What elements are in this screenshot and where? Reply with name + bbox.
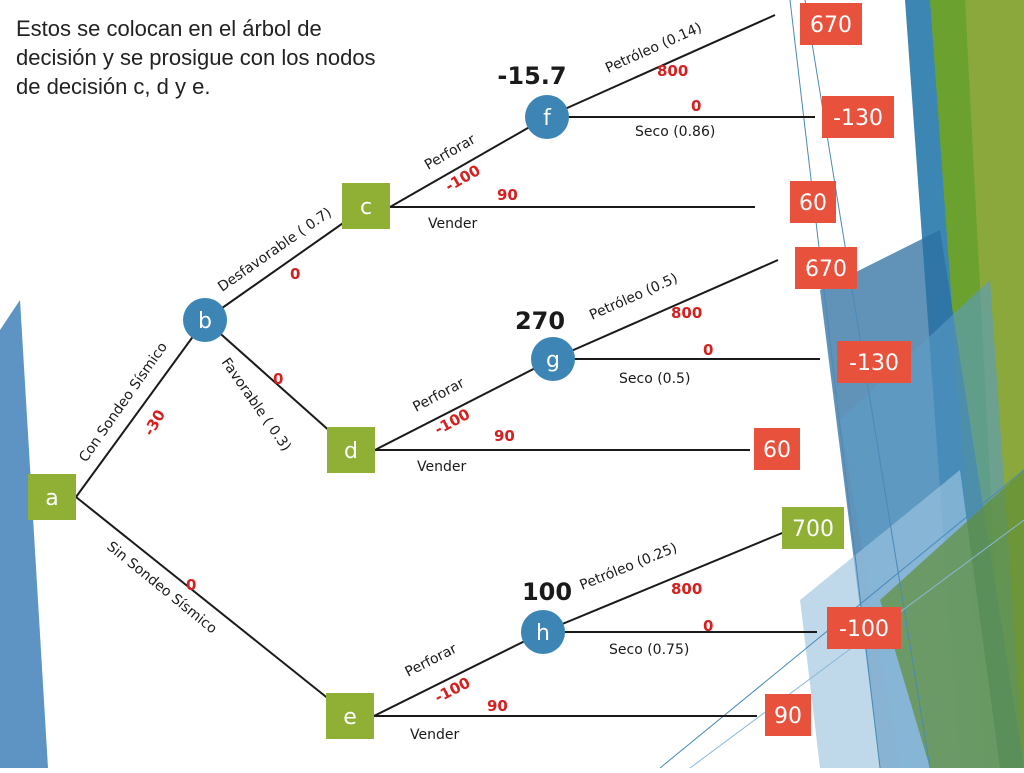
label-g-oil: Petróleo (0.5)	[587, 270, 680, 323]
slide-caption: Estos se colocan en el árbol de decisión…	[16, 16, 376, 99]
value-f-dry: 0	[691, 97, 701, 115]
payoff-e-sell: 90	[774, 704, 802, 729]
decision-nodes: a c d e	[28, 183, 390, 739]
value-a-e: 0	[186, 576, 196, 594]
node-h-label: h	[536, 621, 550, 646]
label-d-sell: Vender	[417, 459, 466, 475]
value-d-sell: 90	[494, 427, 515, 445]
label-e-sell: Vender	[410, 727, 459, 743]
payoff-g-oil-box	[795, 247, 857, 289]
node-f[interactable]	[525, 95, 569, 139]
label-h-oil: Petróleo (0.25)	[578, 540, 680, 594]
payoff-h-dry-box	[827, 607, 901, 649]
label-g-dry: Seco (0.5)	[619, 371, 690, 387]
branch-f-oil	[546, 14, 776, 118]
payoff-d-sell: 60	[763, 438, 791, 463]
node-e[interactable]	[326, 693, 374, 739]
payoff-h-oil-box	[782, 507, 844, 549]
value-b-c: 0	[290, 265, 300, 283]
label-e-h: Perforar	[403, 641, 460, 681]
value-f-oil: 800	[657, 62, 688, 80]
branch-e-h	[373, 631, 544, 717]
branch-c-f	[389, 116, 548, 208]
branch-a-e	[75, 496, 351, 717]
node-g-value: 270	[515, 307, 565, 335]
payoff-g-oil: 670	[805, 257, 847, 282]
payoff-g-dry: -130	[849, 351, 899, 376]
node-a[interactable]	[28, 474, 76, 520]
value-b-d: 0	[273, 370, 283, 388]
label-a-e: Sin Sondeo Sísmico	[103, 539, 219, 638]
payoff-f-dry: -130	[833, 106, 883, 131]
label-f-oil: Petróleo (0.14)	[603, 20, 704, 77]
node-c[interactable]	[342, 183, 390, 229]
payoff-h-dry: -100	[839, 617, 889, 642]
payoff-c-sell: 60	[799, 191, 827, 216]
node-h[interactable]	[521, 610, 565, 654]
node-c-label: c	[360, 195, 372, 220]
node-f-value: -15.7	[497, 62, 566, 90]
value-g-dry: 0	[703, 341, 713, 359]
branch-labels: Con Sondeo Sísmico Sin Sondeo Sísmico De…	[76, 20, 715, 743]
payoff-g-dry-box	[837, 341, 911, 383]
node-h-value: 100	[522, 578, 572, 606]
payoff-f-oil: 670	[810, 13, 852, 38]
payoff-boxes: 670 -130 60 670 -130 60 700 -100 90	[754, 3, 911, 736]
branch-g-oil	[552, 259, 779, 360]
value-e-h: -100	[432, 673, 474, 706]
branch-d-g	[374, 358, 554, 451]
payoff-d-sell-box	[754, 428, 800, 470]
value-c-sell: 90	[497, 186, 518, 204]
value-g-oil: 800	[671, 304, 702, 322]
label-h-dry: Seco (0.75)	[609, 642, 689, 658]
value-e-sell: 90	[487, 697, 508, 715]
payoff-e-sell-box	[765, 694, 811, 736]
value-h-dry: 0	[703, 617, 713, 635]
node-b-label: b	[198, 309, 212, 334]
payoff-f-dry-box	[822, 96, 894, 138]
payoff-c-sell-box	[790, 181, 836, 223]
branch-b-d	[204, 319, 352, 451]
node-e-label: e	[343, 705, 357, 730]
label-a-b: Con Sondeo Sísmico	[76, 339, 171, 465]
tree-branches	[75, 14, 820, 717]
node-b[interactable]	[183, 298, 227, 342]
chance-nodes: b f g h	[183, 95, 575, 654]
node-d[interactable]	[327, 427, 375, 473]
node-g-label: g	[546, 348, 560, 373]
node-d-label: d	[344, 439, 358, 464]
branch-b-c	[204, 206, 367, 321]
label-c-sell: Vender	[428, 216, 477, 232]
node-values: -15.7 270 100	[497, 62, 572, 606]
branch-a-b	[75, 319, 206, 498]
branch-h-oil	[542, 530, 788, 633]
value-h-oil: 800	[671, 580, 702, 598]
label-f-dry: Seco (0.86)	[635, 124, 715, 140]
label-b-c: Desfavorable ( 0.7)	[215, 205, 335, 295]
node-g[interactable]	[531, 337, 575, 381]
node-a-label: a	[45, 486, 58, 511]
payoff-f-oil-box	[800, 3, 862, 45]
payoff-h-oil: 700	[792, 517, 834, 542]
value-a-b: -30	[140, 407, 169, 439]
node-f-label: f	[543, 106, 552, 131]
